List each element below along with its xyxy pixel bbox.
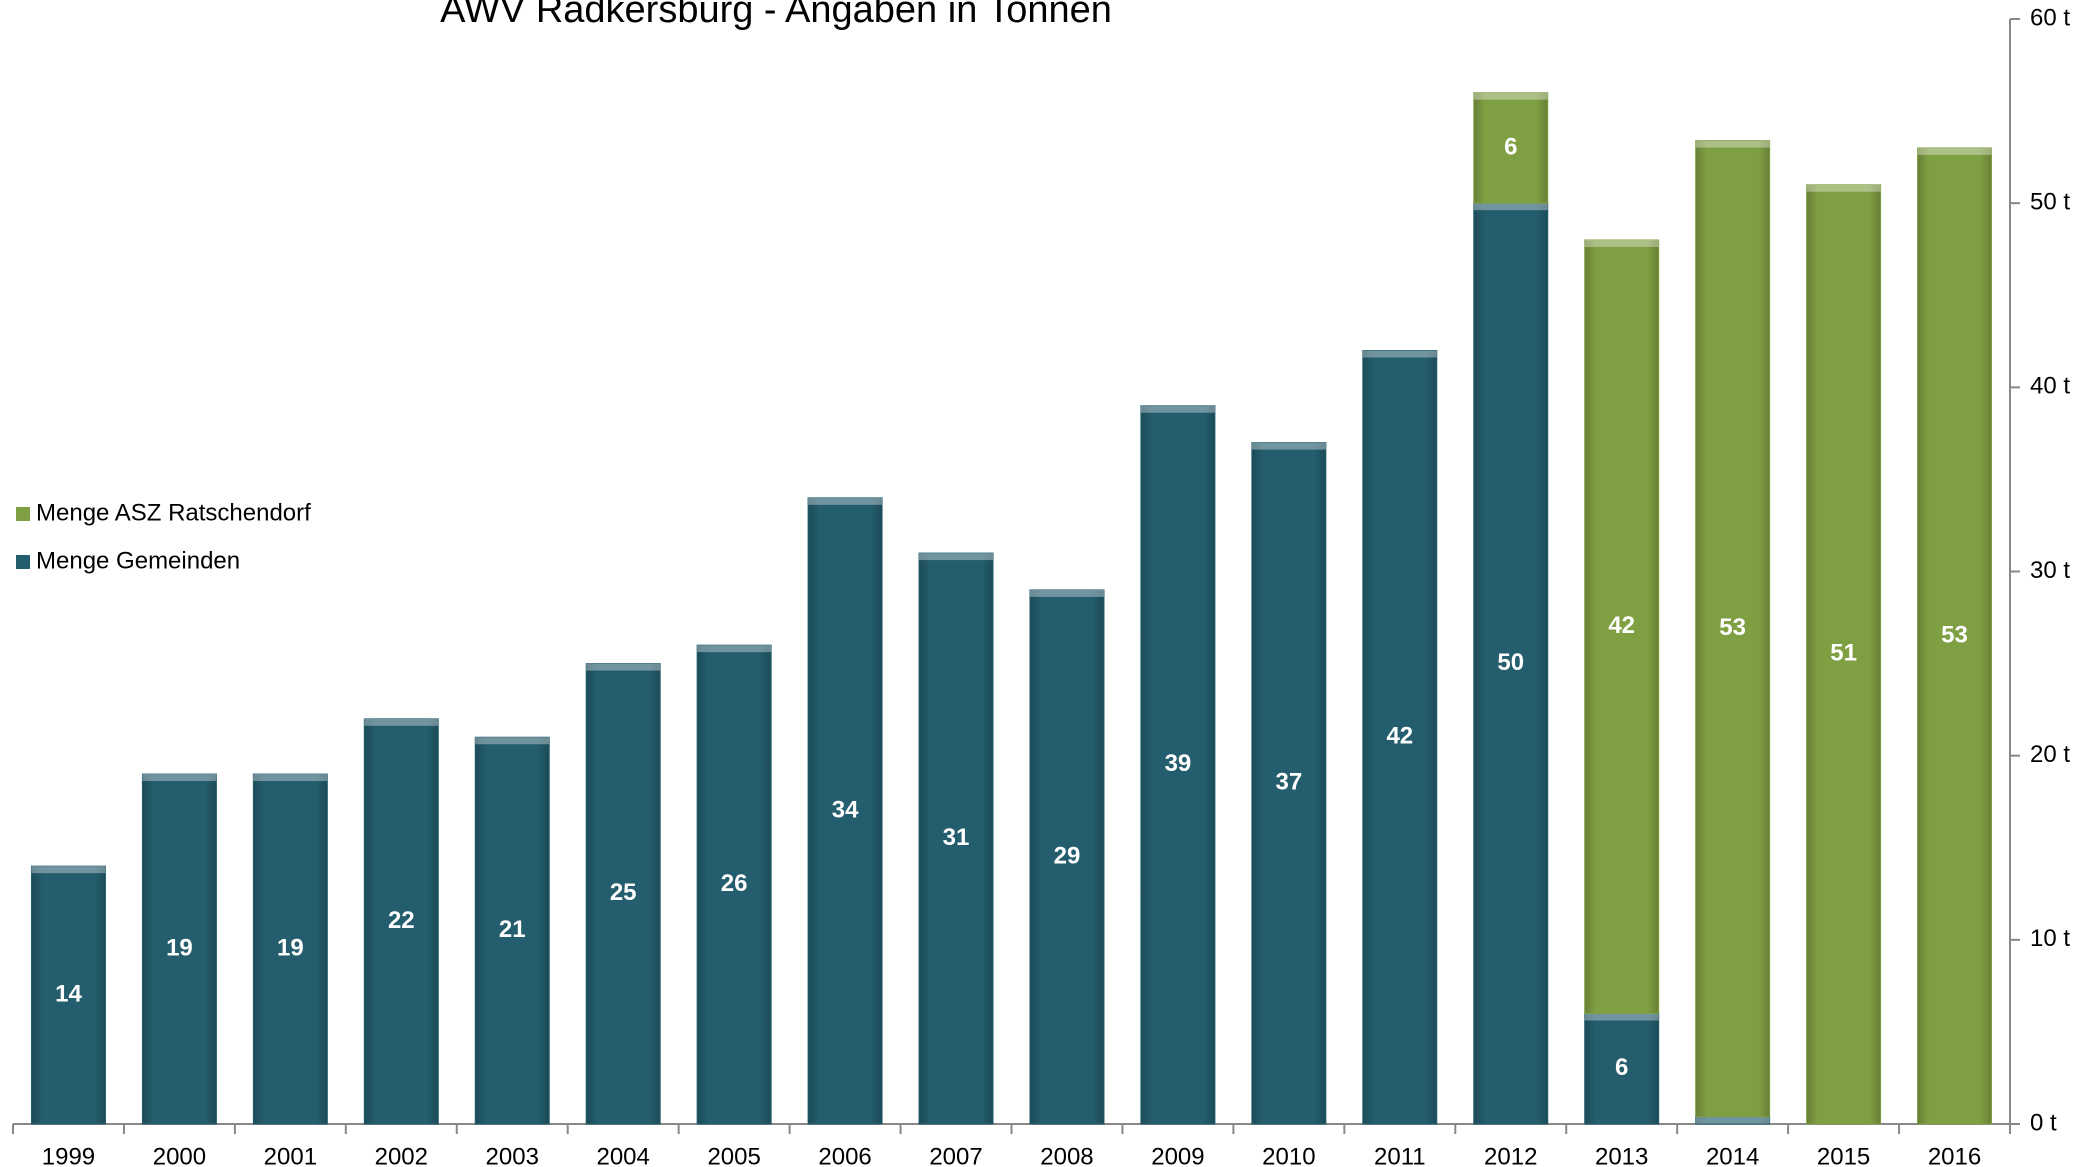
data-label: 19	[277, 934, 304, 961]
x-tick-label: 2006	[818, 1143, 871, 1167]
bar	[141, 773, 217, 1125]
x-tick-label: 2002	[375, 1143, 428, 1167]
x-tick-label: 2005	[707, 1143, 760, 1167]
bar	[1473, 202, 1549, 1125]
bar	[1695, 140, 1771, 1118]
bar	[585, 663, 661, 1125]
legend-label: Menge Gemeinden	[36, 547, 240, 574]
bar-cap	[31, 866, 106, 874]
bar	[1029, 589, 1105, 1125]
data-label: 29	[1054, 842, 1081, 869]
x-tick-label: 2007	[929, 1143, 982, 1167]
y-tick-label: 0 t	[2030, 1109, 2057, 1136]
x-tick-label: 2012	[1484, 1143, 1537, 1167]
bar-cap	[919, 553, 994, 561]
bar	[252, 773, 328, 1125]
y-tick-label: 60 t	[2030, 4, 2070, 31]
y-tick-label: 20 t	[2030, 741, 2070, 768]
bar	[1584, 1013, 1660, 1125]
data-label: 21	[499, 916, 526, 943]
bar-cap	[142, 774, 217, 782]
data-label: 53	[1719, 614, 1746, 641]
bar-cap	[1917, 147, 1992, 155]
data-label: 6	[1504, 133, 1517, 160]
bar	[696, 644, 772, 1125]
bar	[1917, 147, 1993, 1125]
bar-cap	[1473, 203, 1548, 211]
bar-cap	[1695, 140, 1770, 148]
x-tick-label: 2003	[486, 1143, 539, 1167]
bar	[1140, 405, 1216, 1125]
bar	[1806, 184, 1882, 1125]
legend-swatch	[16, 507, 30, 521]
x-tick-label: 2013	[1595, 1143, 1648, 1167]
bar	[1251, 442, 1327, 1125]
data-label: 31	[943, 824, 970, 851]
bar	[1584, 239, 1660, 1014]
data-label: 6	[1615, 1054, 1628, 1081]
y-tick-label: 50 t	[2030, 189, 2070, 216]
legend-label: Menge ASZ Ratschendorf	[36, 499, 311, 526]
bar-cap	[697, 645, 772, 653]
bar-cap	[1584, 240, 1659, 247]
data-label: 39	[1165, 750, 1192, 777]
bar-cap	[1362, 350, 1437, 358]
bar-cap	[1029, 589, 1104, 597]
bar-cap	[1584, 1013, 1659, 1021]
data-label: 19	[166, 934, 193, 961]
x-tick-label: 2001	[264, 1143, 317, 1167]
bar-cap	[475, 737, 550, 745]
bar-cap	[364, 718, 439, 726]
data-label: 14	[55, 980, 82, 1007]
y-tick-label: 40 t	[2030, 373, 2070, 400]
bar	[30, 865, 106, 1125]
bar-cap	[1140, 405, 1215, 413]
legend-swatch	[16, 555, 30, 569]
data-label: 53	[1941, 621, 1968, 648]
data-label: 37	[1276, 769, 1303, 796]
x-tick-label: 2000	[153, 1143, 206, 1167]
bar-cap	[808, 497, 883, 505]
x-tick-label: 2011	[1374, 1143, 1426, 1167]
data-label: 51	[1830, 640, 1857, 667]
bar	[807, 497, 883, 1125]
x-tick-label: 2004	[596, 1143, 649, 1167]
data-label: 22	[388, 907, 415, 934]
data-label: 26	[721, 870, 748, 897]
y-tick-label: 10 t	[2030, 925, 2070, 952]
bar-cap	[253, 774, 328, 782]
bar	[1473, 92, 1549, 204]
bar-cap	[1806, 184, 1881, 192]
x-tick-label: 2015	[1817, 1143, 1870, 1167]
bar	[1362, 350, 1438, 1125]
bar	[918, 552, 994, 1125]
data-label: 42	[1608, 612, 1635, 639]
data-label: 42	[1386, 723, 1413, 750]
bar-cap	[1251, 442, 1326, 450]
data-label: 25	[610, 879, 637, 906]
data-label: 34	[832, 796, 859, 823]
bar-cap	[1473, 92, 1548, 100]
bar-cap	[586, 663, 661, 671]
x-tick-label: 2008	[1040, 1143, 1093, 1167]
bar	[474, 736, 550, 1125]
bar	[363, 718, 439, 1125]
chart-title: AWV Radkersburg - Angaben in Tonnen	[440, 0, 1112, 31]
x-tick-label: 2010	[1262, 1143, 1315, 1167]
x-tick-label: 2014	[1706, 1143, 1759, 1167]
data-label: 50	[1497, 649, 1524, 676]
y-tick-label: 30 t	[2030, 557, 2070, 584]
x-tick-label: 1999	[42, 1143, 95, 1167]
x-tick-label: 2016	[1928, 1143, 1981, 1167]
bar-cap	[1695, 1116, 1770, 1124]
x-tick-label: 2009	[1151, 1143, 1204, 1167]
